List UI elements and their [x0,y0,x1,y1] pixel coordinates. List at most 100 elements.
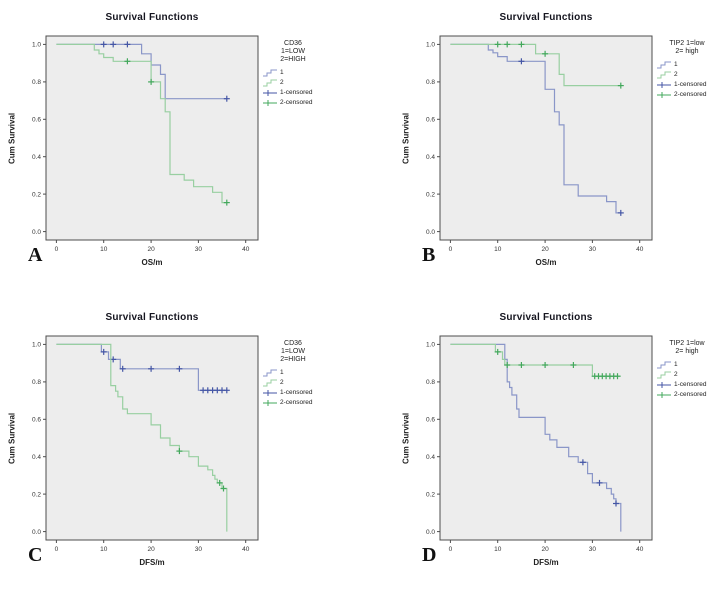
censor-plus-icon [657,392,671,398]
svg-text:0.8: 0.8 [426,79,435,86]
svg-text:0.6: 0.6 [426,117,435,124]
svg-text:20: 20 [147,246,155,253]
step-line-icon [263,69,277,77]
censor-plus-icon [657,382,671,388]
step-line-icon [657,371,671,379]
legend-entry-censored2: 2-censored [262,398,354,407]
svg-text:0.4: 0.4 [426,154,435,161]
svg-text:0.6: 0.6 [32,117,41,124]
svg-text:1.0: 1.0 [426,42,435,49]
legend-entry-censored1: 1-censored [656,80,714,89]
svg-text:0: 0 [449,246,453,253]
step-line-icon [263,79,277,87]
x-axis-label: OS/m [141,258,163,267]
legend-entry-series1: 1 [656,60,714,69]
x-axis-label: DFS/m [139,558,165,567]
svg-text:0.8: 0.8 [426,379,435,386]
y-axis-label: Cum Survival [7,412,17,464]
step-line-icon [657,61,671,69]
svg-text:0.2: 0.2 [426,191,435,198]
svg-text:40: 40 [636,246,644,253]
legend: CD36 1=LOW 2=HIGH 1 2 1-censored [262,340,354,407]
survival-plot: 0 10 20 30 40 0.0 0.2 0.4 0.6 0.8 1.0 [426,335,653,553]
step-line-icon [263,369,277,377]
survival-plot: 0 10 20 30 40 0.0 0.2 0.4 0.6 0.8 1.0 [32,35,259,253]
panel-c: Survival Functions 0 10 20 30 40 0.0 0.2 0.4 0.6… [0,300,357,599]
svg-text:1.0: 1.0 [32,342,41,349]
svg-text:0.8: 0.8 [32,379,41,386]
censor-plus-icon [657,92,671,98]
svg-text:30: 30 [195,246,203,253]
legend-entry-series1: 1 [262,368,354,377]
svg-text:10: 10 [494,546,502,553]
svg-text:0.2: 0.2 [32,191,41,198]
legend-title: TIP2 1=low 2= high [669,340,705,355]
svg-text:0.0: 0.0 [32,229,41,236]
panel-b: Survival Functions 0 10 20 30 40 0.0 0.2 0.4 0.6… [357,0,714,299]
chart-title: Survival Functions [499,12,593,23]
panel-letter: C [28,544,43,566]
svg-text:0: 0 [55,246,59,253]
legend-entry-censored1: 1-censored [656,380,714,389]
panel-letter: A [28,244,43,266]
legend-title: CD36 1=LOW 2=HIGH [280,340,306,363]
svg-text:0: 0 [449,546,453,553]
svg-text:0.4: 0.4 [32,154,41,161]
svg-text:10: 10 [100,246,108,253]
svg-text:0.2: 0.2 [32,491,41,498]
legend: TIP2 1=low 2= high 1 2 1-censor [656,40,714,99]
panel-letter: B [422,244,436,266]
chart-title: Survival Functions [105,312,199,323]
y-axis-label: Cum Survival [401,112,411,164]
svg-text:20: 20 [541,546,549,553]
step-line-icon [657,361,671,369]
y-axis-label: Cum Survival [401,412,411,464]
legend-entry-censored2: 2-censored [656,90,714,99]
svg-text:30: 30 [589,246,597,253]
chart-title: Survival Functions [105,12,199,23]
svg-text:0: 0 [55,546,59,553]
x-axis-label: OS/m [535,258,557,267]
svg-text:10: 10 [494,246,502,253]
step-line-icon [657,71,671,79]
legend-title: TIP2 1=low 2= high [669,40,705,55]
legend-entry-series1: 1 [656,360,714,369]
svg-text:40: 40 [242,546,250,553]
svg-text:30: 30 [195,546,203,553]
chart-title: Survival Functions [499,312,593,323]
legend-entry-censored1: 1-censored [262,88,354,97]
svg-text:0.2: 0.2 [426,491,435,498]
legend-entry-series2: 2 [262,378,354,387]
svg-text:0.4: 0.4 [426,454,435,461]
legend-title: CD36 1=LOW 2=HIGH [280,40,306,63]
censor-plus-icon [263,90,277,96]
svg-text:1.0: 1.0 [426,342,435,349]
legend-entry-censored2: 2-censored [656,390,714,399]
panel-letter: D [422,544,437,566]
legend: CD36 1=LOW 2=HIGH 1 2 1-censored [262,40,354,107]
svg-text:10: 10 [100,546,108,553]
y-axis-label: Cum Survival [7,112,17,164]
survival-plot: 0 10 20 30 40 0.0 0.2 0.4 0.6 0.8 1.0 [426,35,653,253]
svg-text:0.6: 0.6 [426,417,435,424]
svg-text:0.0: 0.0 [32,529,41,536]
svg-text:0.4: 0.4 [32,454,41,461]
svg-text:40: 40 [242,246,250,253]
panel-a: Survival Functions 0 10 20 30 40 0.0 0.2 0.4 0.6… [0,0,357,299]
censor-plus-icon [657,82,671,88]
svg-text:20: 20 [541,246,549,253]
svg-text:0.0: 0.0 [426,229,435,236]
svg-text:40: 40 [636,546,644,553]
censor-plus-icon [263,390,277,396]
svg-text:1.0: 1.0 [32,42,41,49]
legend-entry-series1: 1 [262,68,354,77]
legend-entry-series2: 2 [656,370,714,379]
censor-plus-icon [263,100,277,106]
svg-text:30: 30 [589,546,597,553]
legend-entry-series2: 2 [656,70,714,79]
legend-entry-censored2: 2-censored [262,98,354,107]
legend-entry-censored1: 1-censored [262,388,354,397]
x-axis-label: DFS/m [533,558,559,567]
legend: TIP2 1=low 2= high 1 2 1-censor [656,340,714,399]
